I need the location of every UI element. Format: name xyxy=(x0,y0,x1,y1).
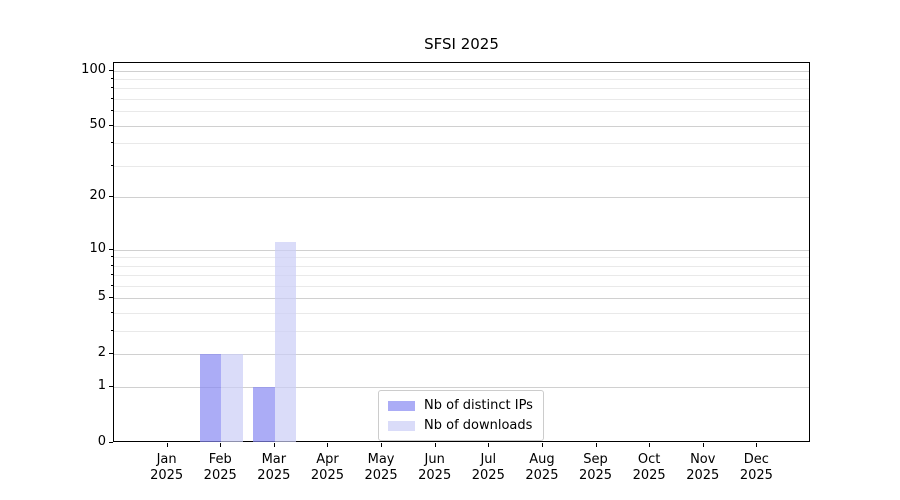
y-gridline-major xyxy=(114,249,809,251)
x-tick-label: Apr 2025 xyxy=(310,452,344,483)
y-tick-mark xyxy=(109,69,113,71)
y-tick-label: 10 xyxy=(89,240,106,256)
y-tick-mark-minor xyxy=(111,78,113,80)
y-tick-mark-minor xyxy=(111,256,113,258)
y-tick-mark-minor xyxy=(111,264,113,266)
y-gridline-minor xyxy=(114,111,809,113)
y-tick-label: 2 xyxy=(97,345,106,361)
y-tick-mark-minor xyxy=(111,87,113,89)
y-gridline-minor xyxy=(114,313,809,315)
y-gridline-minor xyxy=(114,99,809,101)
x-tick-label: Oct 2025 xyxy=(632,452,666,483)
y-gridline-minor xyxy=(114,275,809,277)
bar-distinct-ips xyxy=(253,387,275,442)
y-gridline-major xyxy=(114,298,809,300)
y-tick-mark-minor xyxy=(111,330,113,332)
y-tick-mark-minor xyxy=(111,164,113,166)
y-tick-mark xyxy=(109,386,113,388)
x-tick-label: Jan 2025 xyxy=(150,452,184,483)
x-tick-label: Nov 2025 xyxy=(686,452,720,483)
chart-title: SFSI 2025 xyxy=(424,35,499,53)
x-tick-mark xyxy=(220,443,222,447)
legend-label-distinct-ips: Nb of distinct IPs xyxy=(424,398,533,413)
bar-downloads xyxy=(221,354,243,442)
y-gridline-minor xyxy=(114,285,809,287)
x-tick-mark xyxy=(702,443,704,447)
y-tick-mark xyxy=(109,124,113,126)
x-tick-label: Aug 2025 xyxy=(525,452,559,483)
x-tick-label: Jun 2025 xyxy=(418,452,452,483)
y-tick-mark-minor xyxy=(111,312,113,314)
x-tick-mark xyxy=(649,443,651,447)
legend-swatch-downloads xyxy=(388,420,415,431)
y-tick-mark xyxy=(109,353,113,355)
y-gridline-major xyxy=(114,354,809,356)
bar-distinct-ips xyxy=(199,354,222,442)
legend-swatch-distinct-ips xyxy=(388,400,415,411)
y-tick-label: 1 xyxy=(97,378,106,394)
y-tick-mark xyxy=(109,248,113,250)
y-gridline-minor xyxy=(114,265,809,267)
legend-label-downloads: Nb of downloads xyxy=(424,418,533,433)
y-gridline-major xyxy=(114,70,809,72)
y-gridline-minor xyxy=(114,331,809,333)
legend-item-downloads: Nb of downloads xyxy=(388,418,533,433)
x-tick-mark xyxy=(381,443,383,447)
y-tick-label: 50 xyxy=(89,116,106,132)
x-tick-label: Mar 2025 xyxy=(257,452,291,483)
y-tick-mark xyxy=(109,442,113,443)
x-tick-label: May 2025 xyxy=(364,452,398,483)
y-tick-mark-minor xyxy=(111,110,113,112)
y-tick-mark-minor xyxy=(111,284,113,286)
legend: Nb of distinct IPs Nb of downloads xyxy=(378,390,544,441)
x-tick-mark xyxy=(327,443,329,447)
x-tick-mark xyxy=(541,443,543,447)
x-tick-mark xyxy=(434,443,436,447)
x-tick-label: Feb 2025 xyxy=(203,452,237,483)
x-tick-label: Sep 2025 xyxy=(578,452,613,483)
bar-downloads xyxy=(274,242,297,442)
y-tick-mark xyxy=(109,196,113,198)
x-tick-label: Jul 2025 xyxy=(471,452,505,483)
y-tick-label: 0 xyxy=(97,434,106,449)
y-gridline-minor xyxy=(114,143,809,145)
x-tick-mark xyxy=(273,443,275,447)
y-gridline-minor xyxy=(114,257,809,259)
y-tick-label: 100 xyxy=(81,61,106,77)
y-tick-label: 20 xyxy=(89,188,106,204)
y-gridline-major xyxy=(114,197,809,199)
legend-item-distinct-ips: Nb of distinct IPs xyxy=(388,398,533,413)
y-tick-mark-minor xyxy=(111,274,113,276)
y-gridline-minor xyxy=(114,79,809,81)
x-tick-mark xyxy=(756,443,758,447)
y-tick-mark-minor xyxy=(111,98,113,100)
y-tick-label: 5 xyxy=(97,289,106,305)
x-tick-mark xyxy=(488,443,490,447)
x-tick-mark xyxy=(595,443,597,447)
y-gridline-minor xyxy=(114,88,809,90)
y-gridline-major xyxy=(114,125,809,127)
y-tick-mark-minor xyxy=(111,142,113,144)
x-tick-mark xyxy=(166,443,168,447)
y-tick-mark xyxy=(109,297,113,299)
x-tick-label: Dec 2025 xyxy=(739,452,773,483)
y-gridline-minor xyxy=(114,165,809,167)
y-gridline-major xyxy=(114,387,809,389)
plot-area xyxy=(113,62,810,442)
